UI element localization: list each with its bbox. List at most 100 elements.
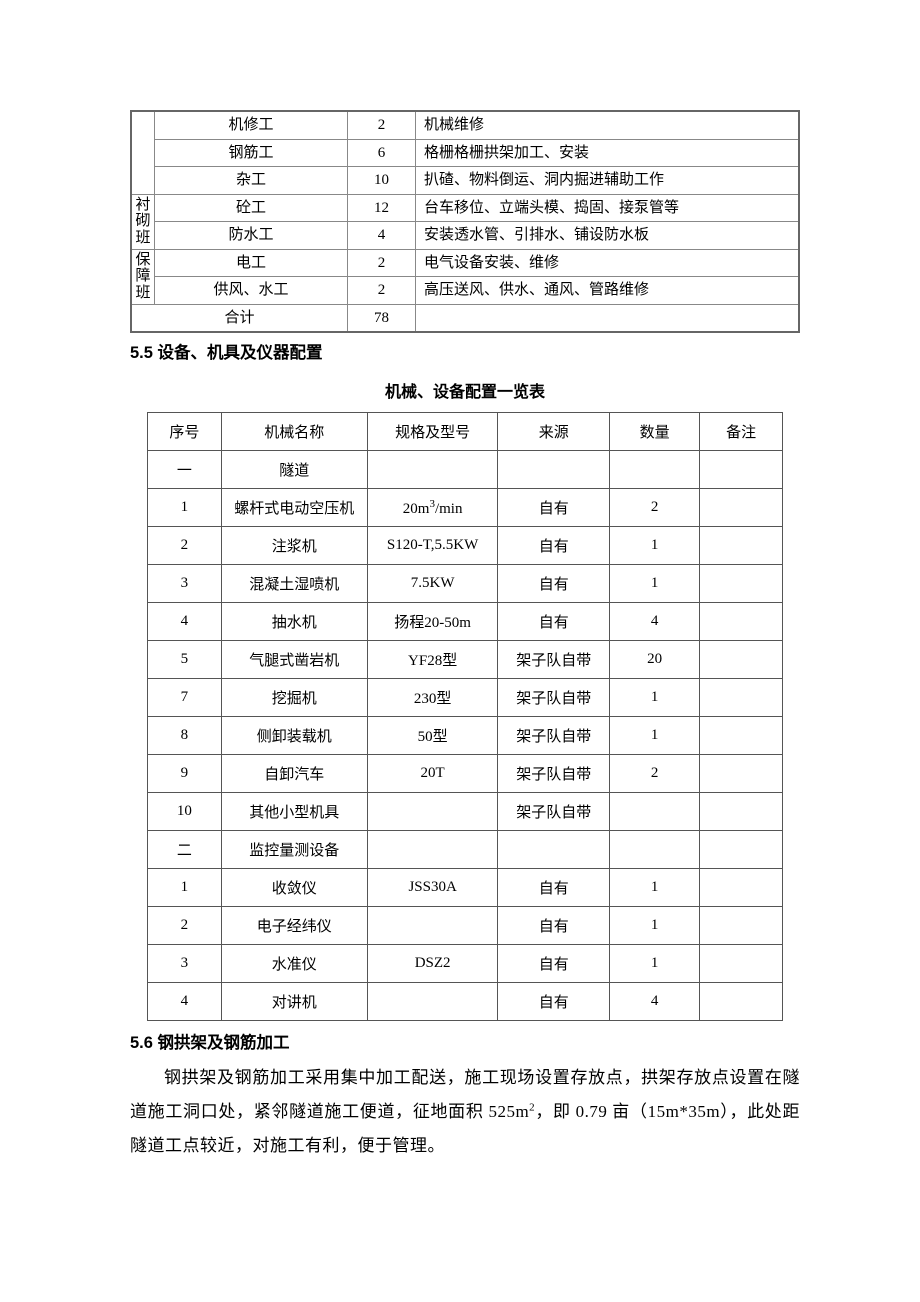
table-cell: 7.5KW xyxy=(367,565,497,603)
table-cell: 供风、水工 xyxy=(155,277,348,305)
table-row: 4抽水机扬程20-50m自有4 xyxy=(148,603,783,641)
table-cell xyxy=(610,793,700,831)
table-cell: 格栅格栅拱架加工、安装 xyxy=(416,139,800,167)
table-cell: 砼工 xyxy=(155,194,348,222)
table-cell: 杂工 xyxy=(155,167,348,195)
table-cell: 2 xyxy=(348,111,416,139)
table-cell: 8 xyxy=(148,717,222,755)
section-heading-56: 5.6 钢拱架及钢筋加工 xyxy=(130,1029,800,1053)
table-cell xyxy=(700,641,783,679)
table-cell: 挖掘机 xyxy=(221,679,367,717)
table-cell: 自有 xyxy=(498,945,610,983)
table-cell: 1 xyxy=(148,869,222,907)
table-cell: 自有 xyxy=(498,869,610,907)
table-cell: 4 xyxy=(148,603,222,641)
table-cell xyxy=(610,831,700,869)
table-cell xyxy=(367,831,497,869)
table-cell: 1 xyxy=(610,907,700,945)
table-row: 2注浆机S120-T,5.5KW自有1 xyxy=(148,527,783,565)
table-cell: 其他小型机具 xyxy=(221,793,367,831)
table-cell: 收敛仪 xyxy=(221,869,367,907)
section-heading-55: 5.5 设备、机具及仪器配置 xyxy=(130,339,800,363)
table-cell: 2 xyxy=(148,527,222,565)
table-cell xyxy=(700,717,783,755)
table-cell: 水准仪 xyxy=(221,945,367,983)
table-cell: 10 xyxy=(348,167,416,195)
table-caption-55: 机械、设备配置一览表 xyxy=(130,378,800,402)
table-row: 2电子经纬仪 自有1 xyxy=(148,907,783,945)
table-cell: 1 xyxy=(148,489,222,527)
table-cell xyxy=(498,451,610,489)
table-cell: 一 xyxy=(148,451,222,489)
table-cell: 扬程20-50m xyxy=(367,603,497,641)
table-cell: 电子经纬仪 xyxy=(221,907,367,945)
table-cell: 1 xyxy=(610,717,700,755)
table-cell: 4 xyxy=(610,983,700,1021)
table-row: 二监控量测设备 xyxy=(148,831,783,869)
table-cell: 自有 xyxy=(498,907,610,945)
table-row: 1收敛仪JSS30A自有1 xyxy=(148,869,783,907)
table-cell: 防水工 xyxy=(155,222,348,250)
table-header-row: 序号 机械名称 规格及型号 来源 数量 备注 xyxy=(148,413,783,451)
group-label: 衬砌班 xyxy=(131,194,155,249)
table-cell: 对讲机 xyxy=(221,983,367,1021)
table-row: 4对讲机自有4 xyxy=(148,983,783,1021)
col-name: 机械名称 xyxy=(221,413,367,451)
table-row: 8侧卸装载机50型架子队自带1 xyxy=(148,717,783,755)
table-cell: JSS30A xyxy=(367,869,497,907)
table-cell xyxy=(700,983,783,1021)
table-cell: 6 xyxy=(348,139,416,167)
table-cell: 自有 xyxy=(498,603,610,641)
table-cell: 抽水机 xyxy=(221,603,367,641)
table-cell: 自有 xyxy=(498,489,610,527)
table-cell: 1 xyxy=(610,565,700,603)
total-label: 合计 xyxy=(131,304,348,332)
table-cell: 1 xyxy=(610,869,700,907)
table-cell: 架子队自带 xyxy=(498,793,610,831)
table-row: 5气腿式凿岩机YF28型架子队自带20 xyxy=(148,641,783,679)
table-cell: 2 xyxy=(148,907,222,945)
table-cell: 4 xyxy=(348,222,416,250)
table-cell: 230型 xyxy=(367,679,497,717)
table-cell: 混凝土湿喷机 xyxy=(221,565,367,603)
table-cell: 2 xyxy=(348,277,416,305)
table-cell xyxy=(367,793,497,831)
table-cell: 自有 xyxy=(498,527,610,565)
table-cell: YF28型 xyxy=(367,641,497,679)
table-cell: 架子队自带 xyxy=(498,717,610,755)
table-cell: 7 xyxy=(148,679,222,717)
table-cell: 机械维修 xyxy=(416,111,800,139)
table-cell xyxy=(700,451,783,489)
table-cell: 20m3/min xyxy=(367,489,497,527)
table-cell: 4 xyxy=(148,983,222,1021)
table-row: 1螺杆式电动空压机20m3/min自有2 xyxy=(148,489,783,527)
table-cell: 自有 xyxy=(498,565,610,603)
table-row: 3水准仪DSZ2自有1 xyxy=(148,945,783,983)
table-cell: 注浆机 xyxy=(221,527,367,565)
table-cell: 架子队自带 xyxy=(498,755,610,793)
table-cell: 自有 xyxy=(498,983,610,1021)
table-cell: 电工 xyxy=(155,249,348,277)
table-row: 10其他小型机具架子队自带 xyxy=(148,793,783,831)
table-cell: DSZ2 xyxy=(367,945,497,983)
table-cell: 3 xyxy=(148,565,222,603)
table-cell xyxy=(367,983,497,1021)
table-cell: 二 xyxy=(148,831,222,869)
table-cell xyxy=(700,679,783,717)
personnel-table: 机修工 2 机械维修 钢筋工 6 格栅格栅拱架加工、安装 杂工 10 扒碴、物料… xyxy=(130,110,800,333)
table-row: 3混凝土湿喷机7.5KW自有1 xyxy=(148,565,783,603)
group-label: 保障班 xyxy=(131,249,155,304)
table-cell: 安装透水管、引排水、铺设防水板 xyxy=(416,222,800,250)
table-row: 7挖掘机230型架子队自带1 xyxy=(148,679,783,717)
table-cell xyxy=(610,451,700,489)
table-cell: 20T xyxy=(367,755,497,793)
table-cell: 台车移位、立端头模、捣固、接泵管等 xyxy=(416,194,800,222)
table-cell xyxy=(700,869,783,907)
table-cell xyxy=(498,831,610,869)
table-cell: 架子队自带 xyxy=(498,641,610,679)
table-cell xyxy=(700,565,783,603)
table-cell xyxy=(700,489,783,527)
table-cell: 隧道 xyxy=(221,451,367,489)
table-cell: 50型 xyxy=(367,717,497,755)
table-cell: S120-T,5.5KW xyxy=(367,527,497,565)
